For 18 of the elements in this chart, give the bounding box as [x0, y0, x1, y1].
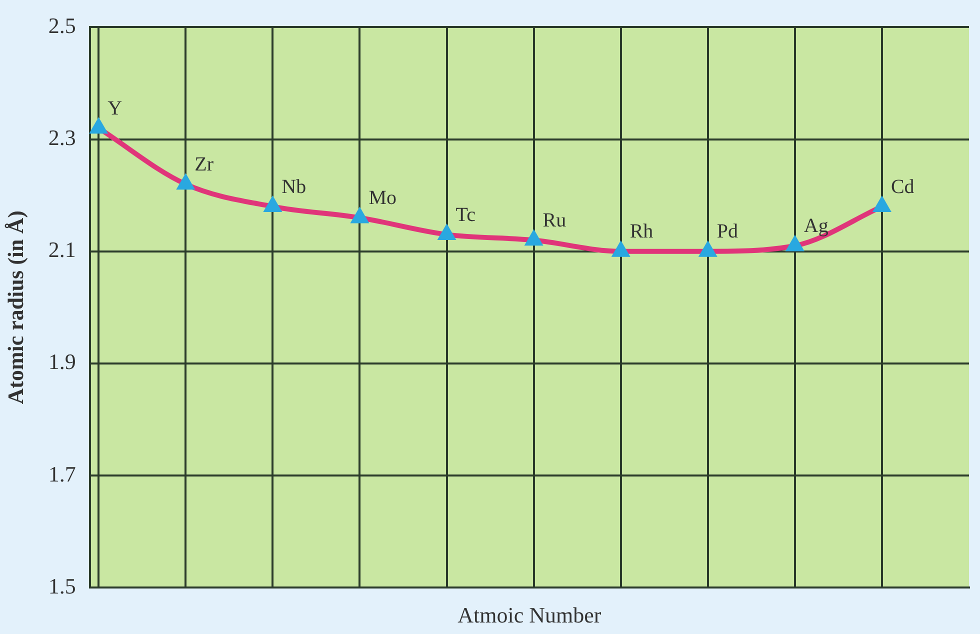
y-tick-label: 2.3: [48, 125, 76, 150]
x-tick-label: Y: [108, 97, 122, 120]
y-tick-label: 1.7: [48, 461, 76, 486]
x-tick-label: Cd: [890, 176, 914, 198]
x-tick-label: Mo: [368, 186, 397, 209]
y-tick-label: 2.5: [48, 12, 76, 38]
x-axis-title: Atmoic Number: [458, 602, 602, 628]
x-tick-label: Tc: [456, 204, 476, 226]
x-tick-label: Nb: [282, 176, 306, 198]
y-tick-label: 2.1: [48, 237, 76, 262]
x-tick-label: Rh: [630, 220, 654, 243]
y-tick-label: 1.5: [48, 573, 76, 598]
x-tick-label: Zr: [194, 153, 214, 176]
y-axis-title: Atomic radius (in Å): [2, 210, 28, 404]
x-tick-label: Ag: [804, 215, 828, 238]
x-tick-label: Pd: [716, 220, 738, 243]
y-tick-label: 1.9: [48, 349, 76, 374]
x-tick-label: Ru: [542, 209, 566, 232]
